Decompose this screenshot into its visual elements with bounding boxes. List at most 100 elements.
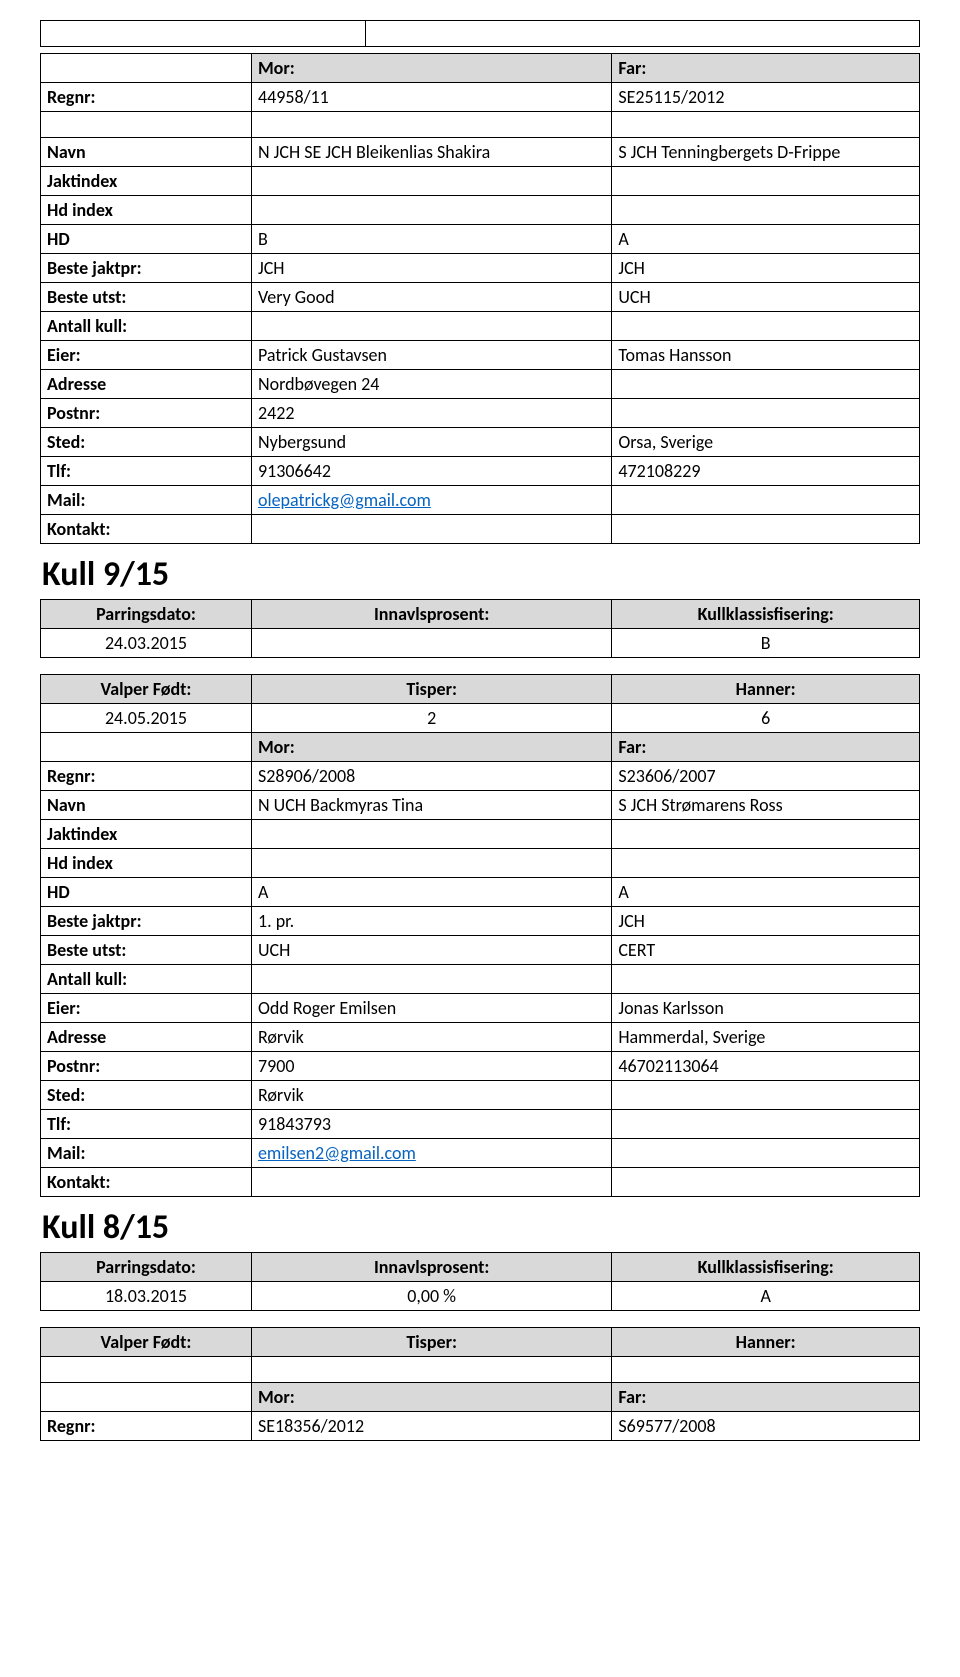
row-label: Tlf: [41, 457, 252, 486]
mor-value: N UCH Backmyras Tina [251, 791, 611, 820]
far-value: JCH [612, 907, 920, 936]
mor-value: UCH [251, 936, 611, 965]
row-label: Tlf: [41, 1110, 252, 1139]
mor-value [251, 1168, 611, 1197]
far-value: S69577/2008 [612, 1412, 920, 1441]
mor-value: Patrick Gustavsen [251, 341, 611, 370]
row-label: Hd index [41, 196, 252, 225]
mor-value [251, 849, 611, 878]
kullklass-value: B [612, 629, 920, 658]
tisper-value [251, 1357, 611, 1383]
table-row: Postnr:790046702113064 [41, 1052, 920, 1081]
parringsdato-header: Parringsdato: [41, 1253, 252, 1282]
row-label: Postnr: [41, 1052, 252, 1081]
innavlsprosent-value: 0,00 % [251, 1282, 611, 1311]
far-value: 472108229 [612, 457, 920, 486]
tisper-header: Tisper: [251, 1328, 611, 1357]
mail-link[interactable]: olepatrickg@gmail.com [258, 489, 431, 511]
far-value: Hammerdal, Sverige [612, 1023, 920, 1052]
valper9-table: Valper Født: Tisper: Hanner: 24.05.2015 … [40, 674, 920, 733]
far-value: JCH [612, 254, 920, 283]
table-row: Hd index [41, 849, 920, 878]
parring-values-row: 24.03.2015 B [41, 629, 920, 658]
far-value: Orsa, Sverige [612, 428, 920, 457]
table-row: Regnr:44958/11SE25115/2012 [41, 83, 920, 112]
block1-table: Mor: Far: Regnr:44958/11SE25115/2012Navn… [40, 53, 920, 544]
row-label: Jaktindex [41, 167, 252, 196]
mor-value: 44958/11 [251, 83, 611, 112]
tisper-header: Tisper: [251, 675, 611, 704]
far-header: Far: [612, 733, 920, 762]
row-label: Beste jaktpr: [41, 907, 252, 936]
block3-table: Mor: Far: Regnr:SE18356/2012S69577/2008 [40, 1382, 920, 1441]
innavlsprosent-header: Innavlsprosent: [251, 600, 611, 629]
row-label: Sted: [41, 1081, 252, 1110]
parringsdato-header: Parringsdato: [41, 600, 252, 629]
hanner-value: 6 [612, 704, 920, 733]
mor-value: 7900 [251, 1052, 611, 1081]
valper-header-row: Valper Født: Tisper: Hanner: [41, 1328, 920, 1357]
mor-header: Mor: [251, 1383, 611, 1412]
row-label: Navn [41, 791, 252, 820]
mor-value [251, 312, 611, 341]
valper-fodt-value: 24.05.2015 [41, 704, 252, 733]
valper-header-row: Valper Født: Tisper: Hanner: [41, 675, 920, 704]
mor-value: Very Good [251, 283, 611, 312]
far-header: Far: [612, 1383, 920, 1412]
table-row: Mail:emilsen2@gmail.com [41, 1139, 920, 1168]
far-value [612, 1110, 920, 1139]
block2-table: Mor: Far: Regnr:S28906/2008S23606/2007Na… [40, 732, 920, 1197]
row-label: Adresse [41, 370, 252, 399]
row-label: Postnr: [41, 399, 252, 428]
mor-header: Mor: [251, 733, 611, 762]
mor-value: N JCH SE JCH Bleikenlias Shakira [251, 138, 611, 167]
row-label: Eier: [41, 341, 252, 370]
blank-label [41, 54, 252, 83]
kullklass-header: Kullklassisfisering: [612, 600, 920, 629]
mor-value: 2422 [251, 399, 611, 428]
hanner-value [612, 1357, 920, 1383]
valper-fodt-header: Valper Født: [41, 675, 252, 704]
far-value [612, 849, 920, 878]
far-value: UCH [612, 283, 920, 312]
mor-value [251, 965, 611, 994]
table-row: Eier:Odd Roger EmilsenJonas Karlsson [41, 994, 920, 1023]
row-label: Kontakt: [41, 515, 252, 544]
valper-values-row: 24.05.2015 2 6 [41, 704, 920, 733]
valper-fodt-value [41, 1357, 252, 1383]
table-row: Sted:NybergsundOrsa, Sverige [41, 428, 920, 457]
table-row [41, 21, 920, 47]
far-value: S JCH Strømarens Ross [612, 791, 920, 820]
mor-header: Mor: [251, 54, 611, 83]
innavlsprosent-header: Innavlsprosent: [251, 1253, 611, 1282]
tisper-value: 2 [251, 704, 611, 733]
table-row: Hd index [41, 196, 920, 225]
mor-value: 91843793 [251, 1110, 611, 1139]
mor-value: Nordbøvegen 24 [251, 370, 611, 399]
parringsdato-value: 18.03.2015 [41, 1282, 252, 1311]
kull-title: Kull 8/15 [40, 1203, 920, 1252]
far-value: Jonas Karlsson [612, 994, 920, 1023]
table-row: AdresseNordbøvegen 24 [41, 370, 920, 399]
mor-value: JCH [251, 254, 611, 283]
table-row: HDAA [41, 878, 920, 907]
kull8-table: Parringsdato: Innavlsprosent: Kullklassi… [40, 1252, 920, 1311]
table-row: Mail:olepatrickg@gmail.com [41, 486, 920, 515]
table-row: Eier:Patrick GustavsenTomas Hansson [41, 341, 920, 370]
parringsdato-value: 24.03.2015 [41, 629, 252, 658]
table-row: Beste jaktpr:1. pr.JCH [41, 907, 920, 936]
mail-link[interactable]: emilsen2@gmail.com [258, 1142, 416, 1164]
mor-value: A [251, 878, 611, 907]
row-label: Antall kull: [41, 965, 252, 994]
table-row: Tlf:91306642472108229 [41, 457, 920, 486]
far-value: Tomas Hansson [612, 341, 920, 370]
row-label: Hd index [41, 849, 252, 878]
row-label: Beste utst: [41, 936, 252, 965]
row-label [41, 112, 252, 138]
parring-header-row: Parringsdato: Innavlsprosent: Kullklassi… [41, 1253, 920, 1282]
row-label: Sted: [41, 428, 252, 457]
table-row: NavnN UCH Backmyras TinaS JCH Strømarens… [41, 791, 920, 820]
far-value: S JCH Tenningbergets D-Frippe [612, 138, 920, 167]
table-row: Kontakt: [41, 1168, 920, 1197]
table-row: Regnr:S28906/2008S23606/2007 [41, 762, 920, 791]
